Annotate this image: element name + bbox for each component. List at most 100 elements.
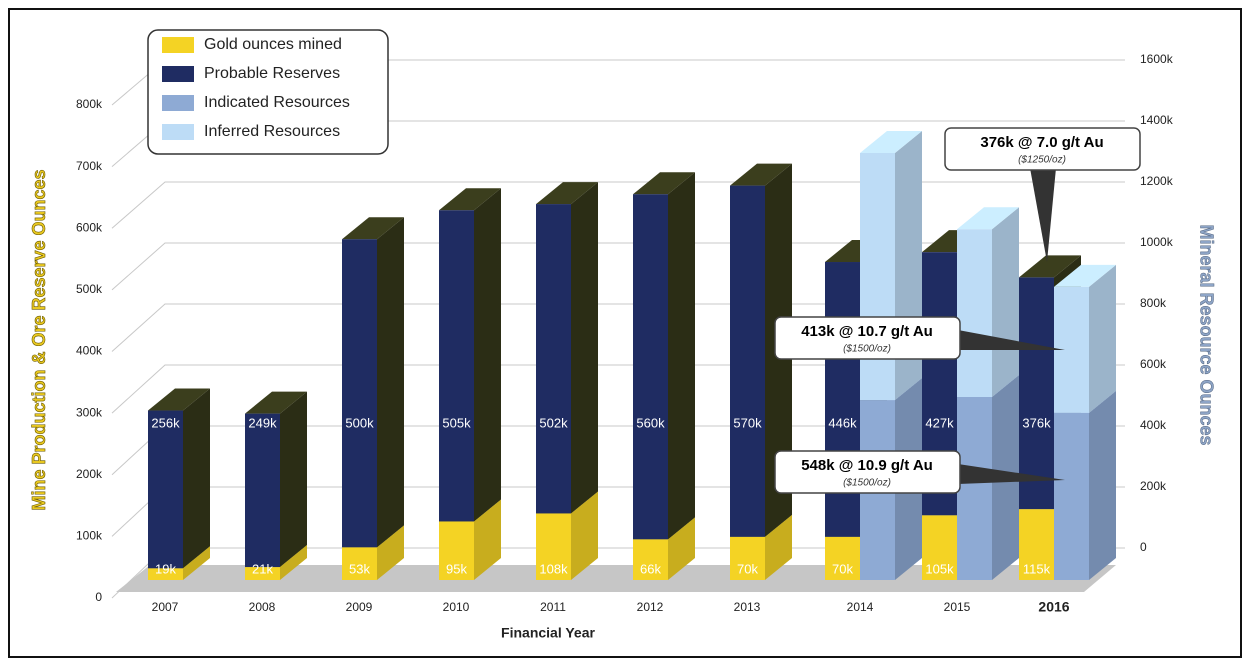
x-tick-label: 2012	[637, 600, 664, 614]
y-tick-label: 300k	[76, 405, 103, 419]
bar	[342, 239, 377, 548]
bar-side	[183, 546, 210, 580]
bar	[825, 536, 860, 580]
y-tick-label: 600k	[76, 220, 103, 234]
bar-top	[536, 182, 598, 205]
y2-tick-label: 600k	[1140, 357, 1167, 371]
bar	[439, 210, 474, 522]
y-tick-label: 700k	[76, 159, 103, 173]
bar	[536, 204, 571, 514]
annotation: 413k @ 10.7 g/t Au ($1500/oz)	[774, 316, 1065, 360]
annotation-text: 548k @ 10.9 g/t Au	[801, 457, 933, 474]
bar-top	[245, 391, 307, 414]
legend-label: Inferred Resources	[204, 123, 340, 140]
grid-line	[111, 242, 1125, 291]
x-tick-label: 2015	[944, 600, 971, 614]
grid-line	[111, 364, 1125, 414]
bar	[957, 229, 992, 397]
data-label: 505k	[442, 415, 471, 430]
y-tick-label: 200k	[76, 467, 103, 481]
x-tick-label: 2013	[734, 600, 761, 614]
legend-box	[147, 29, 389, 155]
legend: Gold ounces mined Probable Reserves Indica…	[147, 29, 389, 155]
data-label: 376k	[1022, 415, 1051, 430]
data-label: 21k	[252, 561, 273, 576]
bar	[633, 194, 668, 540]
y2-tick-label: 1200k	[1140, 174, 1174, 188]
data-label: 53k	[349, 561, 370, 576]
bar-side	[668, 172, 695, 540]
bar-top	[730, 163, 792, 186]
x-tick-label: 2011	[540, 600, 566, 614]
bar-top	[342, 217, 404, 240]
annotation: 376k @ 7.0 g/t Au ($1250/oz)	[944, 127, 1141, 262]
bar-top	[1019, 255, 1081, 278]
annotation: 548k @ 10.9 g/t Au ($1500/oz)	[774, 450, 1065, 494]
y-tick-label: 500k	[76, 282, 103, 296]
data-label: 70k	[832, 561, 853, 576]
legend-label: Gold ounces mined	[204, 36, 342, 53]
legend-swatch	[162, 124, 194, 140]
legend-swatch	[162, 95, 194, 111]
data-label: 95k	[446, 561, 467, 576]
bar	[245, 413, 280, 568]
data-label: 446k	[828, 415, 857, 430]
data-label: 70k	[737, 561, 758, 576]
grid-line	[111, 303, 1125, 352]
bar	[825, 262, 860, 537]
y2-tick-label: 800k	[1140, 296, 1167, 310]
y2-tick-label: 400k	[1140, 418, 1167, 432]
data-label: 249k	[248, 415, 277, 430]
bar-side	[668, 517, 695, 580]
bar	[922, 515, 957, 580]
x-tick-label: 2009	[346, 600, 373, 614]
y2-tick-label: 0	[1140, 540, 1147, 554]
callout-pointer	[958, 464, 1065, 484]
y-tick-label: 0	[95, 590, 102, 604]
bar	[536, 513, 571, 580]
bar-side	[1089, 390, 1116, 580]
y2-tick-label: 1400k	[1140, 113, 1174, 127]
x-tick-label: 2014	[847, 600, 874, 614]
annotation-box	[944, 127, 1141, 171]
y-tick-label: 800k	[76, 97, 103, 111]
legend-swatch	[162, 66, 194, 82]
bar-side	[474, 188, 501, 522]
bar	[148, 410, 183, 569]
data-label: 108k	[539, 561, 568, 576]
y-tick-label: 400k	[76, 344, 103, 358]
bar-side	[280, 391, 307, 568]
bar-side	[571, 491, 598, 580]
x-tick-label: 2008	[249, 600, 276, 614]
data-label: 115k	[1023, 561, 1051, 576]
bar-top	[439, 188, 501, 211]
bar-side	[183, 388, 210, 569]
annotation-text: 376k @ 7.0 g/t Au	[980, 134, 1103, 151]
bar-side	[765, 514, 792, 580]
y-tick-label: 100k	[76, 529, 103, 543]
data-label: 500k	[345, 415, 374, 430]
data-label: 427k	[925, 415, 954, 430]
bar-side	[1089, 264, 1116, 413]
y-axis-title: Mine Production & Ore Reserve Ounces	[29, 169, 49, 510]
legend-label: Probable Reserves	[204, 65, 340, 82]
annotation-subtext: ($1500/oz)	[843, 478, 891, 489]
data-label: 19k	[155, 561, 176, 576]
y2-axis-title: Mineral Resource Ounces	[1196, 224, 1216, 445]
bar	[730, 185, 765, 537]
data-label: 560k	[636, 415, 665, 430]
x-tick-label: 2007	[152, 600, 179, 614]
background-layer: 0 100k 200k 300k 400k 500k 600k 700k 800k 0 200k 40…	[76, 52, 1174, 604]
annotation-box	[774, 316, 961, 360]
x-tick-label: 2016	[1038, 599, 1069, 615]
data-label: 66k	[640, 561, 661, 576]
y2-tick-label: 1000k	[1140, 235, 1174, 249]
annotation-box	[774, 450, 961, 494]
legend-label: Indicated Resources	[204, 94, 350, 111]
bar	[633, 539, 668, 580]
callout-pointer	[958, 330, 1065, 350]
bar-side	[377, 217, 404, 548]
annotation-subtext: ($1500/oz)	[843, 344, 891, 355]
bar-top	[1054, 264, 1116, 287]
